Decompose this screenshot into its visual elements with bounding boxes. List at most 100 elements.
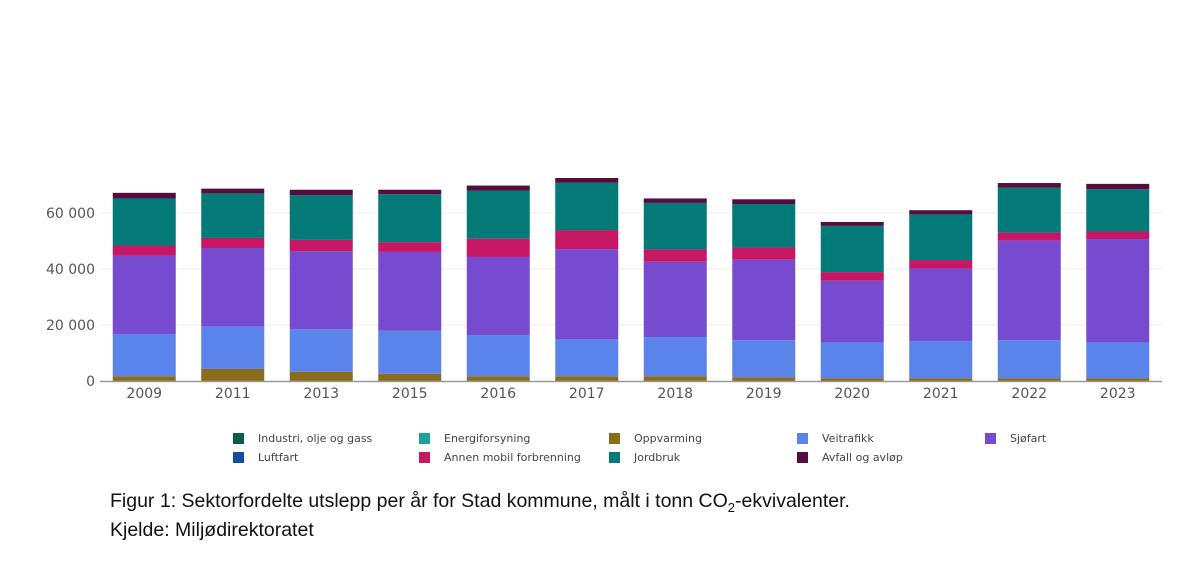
bar-segment-annen-mobil-forbrenning: [555, 230, 619, 250]
legend-item[interactable]: Sjøfart: [985, 432, 1046, 445]
legend-item[interactable]: Jordbruk: [609, 451, 680, 464]
bar-segment-jordbruk: [201, 193, 265, 238]
bar-segment-annen-mobil-forbrenning: [820, 272, 884, 281]
bar-segment-jordbruk: [289, 195, 353, 240]
bar-segment-annen-mobil-forbrenning: [909, 260, 973, 269]
legend-item[interactable]: Veitrafikk: [797, 432, 874, 445]
bar-segment-veitrafikk: [909, 340, 973, 379]
bar-segment-oppvarming: [289, 371, 353, 381]
bar-segment-oppvarming: [643, 376, 707, 381]
x-tick-label: 2017: [569, 386, 605, 402]
bar-segment-avfall-og-avløp: [909, 210, 973, 215]
bar-segment-sjøfart: [378, 251, 442, 331]
bar-segment-sjøfart: [112, 255, 176, 334]
bar-segment-avfall-og-avløp: [732, 199, 796, 205]
y-tick-label: 60 000: [46, 206, 95, 222]
bar-segment-oppvarming: [112, 376, 176, 381]
stacked-bar-chart: 0 20 000 40 000 60 000 2009 2011 2013 2015 2016 2…: [46, 178, 1162, 402]
bar-segment-jordbruk: [643, 202, 707, 250]
source-caption: Kjelde: Miljødirektoratet: [110, 519, 314, 541]
bar-segment-annen-mobil-forbrenning: [466, 238, 530, 257]
bar-segment-sjøfart: [909, 268, 973, 341]
bar-segment-avfall-og-avløp: [820, 221, 884, 226]
bar-segment-jordbruk: [466, 190, 530, 239]
legend-swatch: [233, 452, 244, 463]
bar-segment-sjøfart: [466, 256, 530, 336]
bar-segment-jordbruk: [555, 182, 619, 231]
legend-item[interactable]: Industri, olje og gass: [233, 432, 372, 445]
bar-segment-veitrafikk: [112, 333, 176, 377]
legend-swatch: [985, 433, 996, 444]
legend-label: Luftfart: [258, 451, 299, 464]
legend-swatch: [797, 452, 808, 463]
bar-segment-oppvarming: [555, 376, 619, 381]
bar-segment-oppvarming: [909, 378, 973, 381]
legend-item[interactable]: Energiforsyning: [419, 432, 530, 445]
legend-item[interactable]: Luftfart: [233, 451, 298, 464]
legend-swatch: [233, 433, 244, 444]
legend-item[interactable]: Annen mobil forbrenning: [419, 451, 581, 464]
x-tick-label: 2020: [834, 386, 870, 402]
legend-label: Jordbruk: [634, 451, 681, 464]
bar-segment-jordbruk: [732, 204, 796, 248]
bar-segment-sjøfart: [201, 248, 265, 327]
bar-segment-veitrafikk: [378, 330, 442, 374]
bar-segment-veitrafikk: [732, 340, 796, 378]
y-tick-label: 40 000: [46, 262, 95, 278]
bar-segment-veitrafikk: [201, 326, 265, 369]
bar-segment-veitrafikk: [289, 329, 353, 372]
y-tick-label: 20 000: [46, 318, 95, 334]
bar-segment-annen-mobil-forbrenning: [112, 245, 176, 256]
legend-label: Avfall og avløp: [822, 451, 903, 464]
bar-segment-annen-mobil-forbrenning: [643, 249, 707, 262]
bar-segment-oppvarming: [1086, 378, 1150, 381]
legend-swatch: [609, 452, 620, 463]
bar-segment-oppvarming: [997, 378, 1061, 381]
bar-segment-avfall-og-avløp: [378, 189, 442, 195]
x-tick-label: 2013: [303, 386, 339, 402]
bar-segment-annen-mobil-forbrenning: [201, 237, 265, 248]
legend-item[interactable]: Avfall og avløp: [797, 451, 903, 464]
x-tick-label: 2016: [480, 386, 516, 402]
bar-segment-jordbruk: [1086, 189, 1150, 232]
bar-segment-avfall-og-avløp: [555, 178, 619, 183]
bar-segment-avfall-og-avløp: [112, 192, 176, 199]
bar-segment-jordbruk: [112, 198, 176, 246]
bar-segment-oppvarming: [732, 377, 796, 381]
bar-segment-annen-mobil-forbrenning: [1086, 231, 1150, 240]
bar-segment-veitrafikk: [555, 339, 619, 377]
bar-segment-annen-mobil-forbrenning: [997, 232, 1061, 241]
bar-segment-avfall-og-avløp: [643, 198, 707, 203]
bar-segment-oppvarming: [201, 368, 265, 381]
bar-segment-veitrafikk: [643, 337, 707, 377]
legend-label: Veitrafikk: [822, 432, 874, 445]
bar-segment-sjøfart: [820, 280, 884, 343]
bar-segment-sjøfart: [643, 261, 707, 338]
bar-segment-veitrafikk: [997, 340, 1061, 379]
bar-segment-sjøfart: [997, 240, 1061, 341]
caption-subscript: 2: [727, 499, 736, 515]
bar-segment-oppvarming: [378, 373, 442, 381]
bar-segment-annen-mobil-forbrenning: [732, 247, 796, 260]
x-tick-label: 2018: [657, 386, 693, 402]
bar-segment-oppvarming: [820, 378, 884, 381]
bar-segment-jordbruk: [997, 187, 1061, 233]
caption-text-end: -ekvivalenter.: [735, 490, 850, 512]
bar-segment-sjøfart: [289, 251, 353, 330]
bar-segment-veitrafikk: [820, 342, 884, 379]
legend-label: Industri, olje og gass: [258, 432, 373, 445]
bar-segment-jordbruk: [378, 194, 442, 243]
bar-segment-sjøfart: [1086, 239, 1150, 343]
legend-label: Sjøfart: [1010, 432, 1047, 445]
bar-segment-avfall-og-avløp: [466, 185, 530, 191]
bar-segment-avfall-og-avløp: [289, 189, 353, 196]
x-tick-label: 2015: [392, 386, 428, 402]
bar-segment-annen-mobil-forbrenning: [378, 242, 442, 252]
y-tick-label: 0: [86, 374, 95, 390]
x-tick-label: 2021: [923, 386, 959, 402]
legend-item[interactable]: Oppvarming: [609, 432, 702, 445]
x-tick-label: 2022: [1011, 386, 1047, 402]
bar-segment-veitrafikk: [1086, 342, 1150, 379]
legend-swatch: [419, 433, 430, 444]
